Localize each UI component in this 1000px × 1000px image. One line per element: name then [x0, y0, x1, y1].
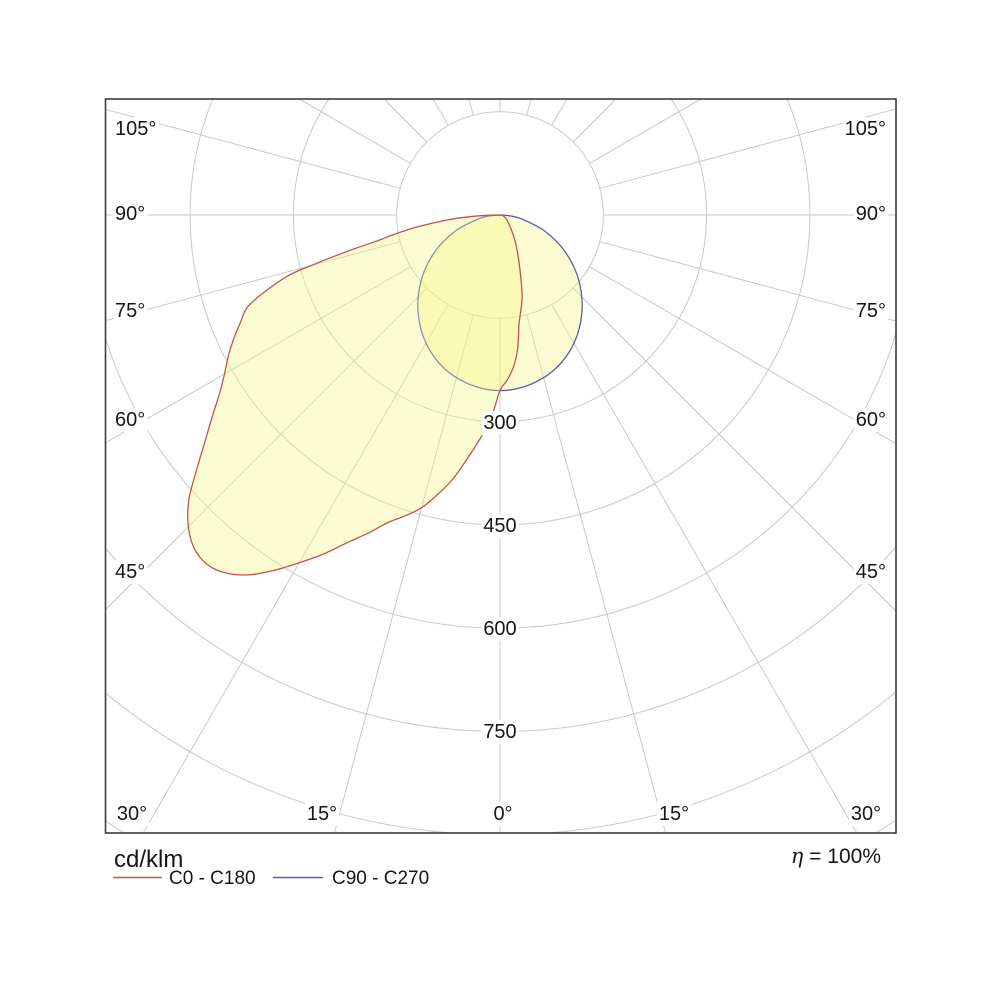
tick-label-mask	[113, 299, 148, 323]
angle-label-left: 105°	[115, 118, 156, 140]
grid-ray	[383, 99, 428, 143]
plot-frame	[104, 98, 897, 834]
angle-label-right: 105°	[845, 118, 886, 140]
angle-label-left: 75°	[115, 300, 145, 322]
legend-label-c0-c180: C0 - C180	[169, 868, 256, 889]
grid-ray	[599, 241, 896, 322]
grid-ray	[105, 266, 411, 444]
curve-c0-c180	[187, 214, 523, 576]
tick-label-mask	[114, 802, 150, 826]
tick-label-mask	[113, 560, 148, 584]
grid-ray	[298, 99, 411, 164]
tick-label-mask	[481, 617, 519, 641]
tick-label-mask	[853, 560, 888, 584]
grid-ray	[572, 287, 896, 612]
tick-label-mask	[481, 720, 519, 744]
radial-value-label: 750	[483, 721, 516, 743]
tick-label-mask	[491, 802, 515, 826]
grid-ray	[142, 304, 449, 833]
angle-label-bottom: 0°	[493, 803, 512, 825]
angle-label-right: 75°	[856, 300, 886, 322]
units-label: cd/klm	[114, 846, 183, 873]
radial-value-label: 450	[483, 515, 516, 537]
legend: cd/klm C0 - C180 C90 - C270 η = 100%	[113, 844, 881, 889]
angle-label-right: 45°	[856, 561, 886, 583]
grid-ray	[599, 108, 896, 189]
distribution-curves	[187, 214, 583, 576]
grid-ray	[589, 99, 703, 164]
tick-label-mask	[481, 514, 519, 538]
tick-label-mask	[853, 202, 888, 226]
tick-label-mask	[656, 802, 692, 826]
grid-ray	[526, 99, 532, 116]
grid-ray	[333, 314, 474, 833]
tick-label-mask	[853, 408, 888, 432]
tick-label-mask	[481, 411, 519, 435]
angle-label-right: 60°	[856, 409, 886, 431]
tick-label-mask	[853, 299, 888, 323]
tick-label-mask	[113, 408, 148, 432]
tick-label-mask	[848, 802, 884, 826]
tick-label-mask	[113, 117, 159, 141]
tick-label-mask	[842, 117, 888, 141]
angle-label-left: 60°	[115, 409, 145, 431]
angle-label-bottom: 30°	[851, 803, 881, 825]
angle-label-left: 90°	[115, 203, 145, 225]
grid-ray	[105, 108, 401, 189]
efficiency-label: η = 100%	[791, 844, 881, 868]
grid-tick-labels: 105° 90° 75° 60° 45° 105° 90° 75° 60° 45° 30° 15° 0°…	[113, 117, 888, 826]
angle-label-right: 90°	[856, 203, 886, 225]
angle-label-bottom: 15°	[659, 803, 689, 825]
radial-value-label: 600	[483, 618, 516, 640]
grid-ray	[526, 314, 667, 833]
radial-value-label: 300	[483, 412, 516, 434]
grid-ray	[551, 304, 858, 833]
grid-ray	[551, 99, 568, 126]
grid-ray	[468, 99, 474, 116]
grid-ray	[105, 241, 401, 322]
grid-ray	[572, 99, 617, 143]
angle-label-left: 45°	[115, 561, 145, 583]
tick-label-mask	[304, 802, 340, 826]
grid-ray	[589, 266, 896, 445]
angle-label-bottom: 30°	[117, 803, 147, 825]
tick-label-mask	[113, 202, 148, 226]
angle-label-bottom: 15°	[307, 803, 337, 825]
grid-ray	[432, 99, 449, 126]
legend-label-c90-c270: C90 - C270	[332, 868, 429, 889]
